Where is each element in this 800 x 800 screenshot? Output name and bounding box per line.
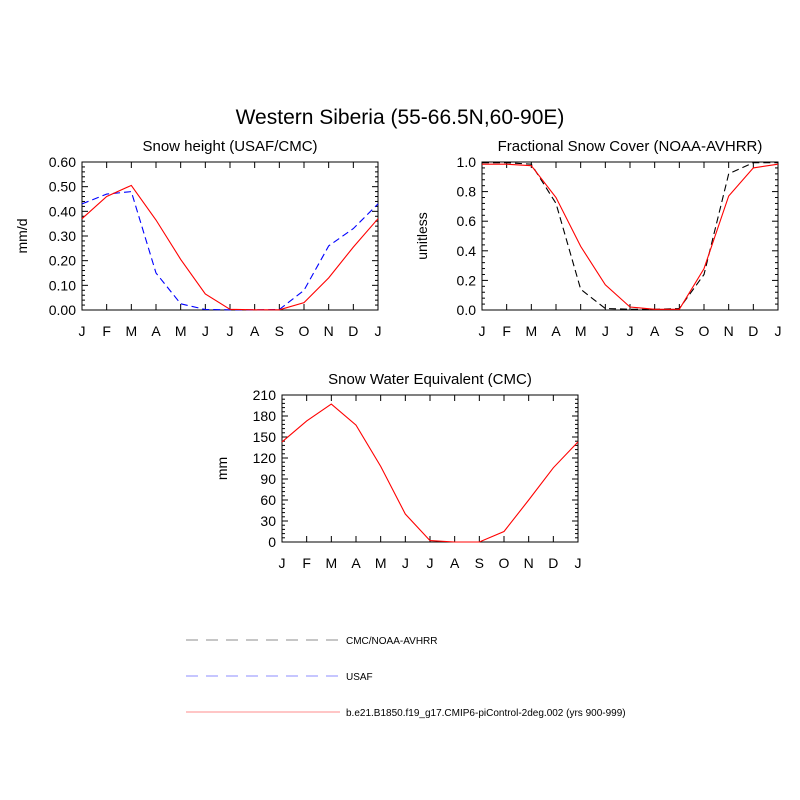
x-tick-label: O xyxy=(299,323,310,339)
y-tick-label: 150 xyxy=(253,429,277,445)
x-tick-label: J xyxy=(479,323,486,339)
y-tick-label: 180 xyxy=(253,408,277,424)
chart-title: Fractional Snow Cover (NOAA-AVHRR) xyxy=(498,138,763,155)
panels: Snow height (USAF/CMC)mm/d0.000.100.200.… xyxy=(14,138,782,571)
y-tick-label: 1.0 xyxy=(457,154,477,170)
x-tick-label: M xyxy=(325,555,337,571)
x-tick-label: D xyxy=(548,555,558,571)
x-tick-label: S xyxy=(275,323,284,339)
x-tick-label: O xyxy=(499,555,510,571)
y-tick-label: 0.30 xyxy=(49,228,76,244)
x-tick-label: D xyxy=(348,323,358,339)
y-tick-label: 0.4 xyxy=(457,243,477,259)
x-tick-label: J xyxy=(279,555,286,571)
x-tick-label: J xyxy=(202,323,209,339)
x-tick-label: N xyxy=(324,323,334,339)
x-tick-label: A xyxy=(351,555,361,571)
x-tick-label: J xyxy=(79,323,86,339)
x-tick-label: A xyxy=(650,323,660,339)
x-tick-label: A xyxy=(551,323,561,339)
y-axis-label: mm xyxy=(214,457,230,480)
x-tick-label: S xyxy=(475,555,484,571)
legend-label-1: CMC/NOAA-AVHRR xyxy=(346,636,437,647)
y-tick-label: 210 xyxy=(253,387,277,403)
chart-panel-2: Fractional Snow Cover (NOAA-AVHRR) unitle… xyxy=(414,138,782,339)
figure-title: Western Siberia (55-66.5N,60-90E) xyxy=(236,106,565,129)
x-tick-label: A xyxy=(151,323,161,339)
x-tick-label: M xyxy=(375,555,387,571)
plot-frame xyxy=(481,161,779,311)
plot-frame xyxy=(81,161,379,311)
y-tick-label: 0.00 xyxy=(49,302,76,318)
series-line-1 xyxy=(482,162,778,310)
y-tick-label: 60 xyxy=(260,492,276,508)
series-line-2 xyxy=(281,403,579,543)
x-tick-label: O xyxy=(699,323,710,339)
x-tick-label: J xyxy=(627,323,634,339)
x-tick-label: J xyxy=(227,323,234,339)
y-tick-label: 0.60 xyxy=(49,154,76,170)
x-tick-label: J xyxy=(602,323,609,339)
chart-title: Snow height (USAF/CMC) xyxy=(142,138,317,155)
chart-panel-3: Snow Water Equivalent (CMC) mm 0 30 60 90 120 1… xyxy=(214,371,582,571)
y-tick-label: 90 xyxy=(260,471,276,487)
x-tick-label: A xyxy=(450,555,460,571)
x-tick-label: M xyxy=(175,323,187,339)
y-tick-label: 120 xyxy=(253,450,277,466)
legend: CMC/NOAA-AVHRR USAF b.e21.B1850.f19_g17.CM… xyxy=(186,636,626,719)
legend-label-3: b.e21.B1850.f19_g17.CMIP6-piControl-2deg… xyxy=(346,708,626,719)
x-tick-label: M xyxy=(125,323,137,339)
y-tick-label: 0.8 xyxy=(457,184,477,200)
x-tick-label: N xyxy=(724,323,734,339)
series-line-3 xyxy=(81,184,379,311)
x-tick-label: A xyxy=(250,323,260,339)
y-tick-label: 0.6 xyxy=(457,213,477,229)
x-tick-label: J xyxy=(402,555,409,571)
y-tick-label: 0 xyxy=(268,534,276,550)
x-tick-label: F xyxy=(502,323,511,339)
y-tick-label: 0.40 xyxy=(49,203,76,219)
y-tick-label: 0.2 xyxy=(457,272,477,288)
y-axis-label: unitless xyxy=(414,212,430,259)
x-tick-label: J xyxy=(427,555,434,571)
legend-label-2: USAF xyxy=(346,672,373,683)
x-tick-label: D xyxy=(748,323,758,339)
y-tick-label: 30 xyxy=(260,513,276,529)
x-tick-label: N xyxy=(524,555,534,571)
x-tick-label: F xyxy=(102,323,111,339)
chart-title: Snow Water Equivalent (CMC) xyxy=(328,371,532,388)
x-tick-label: M xyxy=(575,323,587,339)
chart-panel-1: Snow height (USAF/CMC) mm/d 0.00 0.10 0.20 0.… xyxy=(14,138,382,339)
y-tick-label: 0.10 xyxy=(49,277,76,293)
plot-frame xyxy=(281,394,579,543)
y-tick-label: 0.50 xyxy=(49,179,76,195)
x-tick-label: J xyxy=(375,323,382,339)
series-line-2 xyxy=(81,191,379,311)
x-tick-label: S xyxy=(675,323,684,339)
x-tick-label: M xyxy=(525,323,537,339)
x-tick-label: J xyxy=(575,555,582,571)
x-tick-label: F xyxy=(302,555,311,571)
series-line-2 xyxy=(482,163,779,310)
y-axis-label: mm/d xyxy=(14,219,30,254)
y-tick-label: 0.0 xyxy=(457,302,477,318)
y-tick-label: 0.20 xyxy=(49,253,76,269)
x-tick-label: J xyxy=(775,323,782,339)
